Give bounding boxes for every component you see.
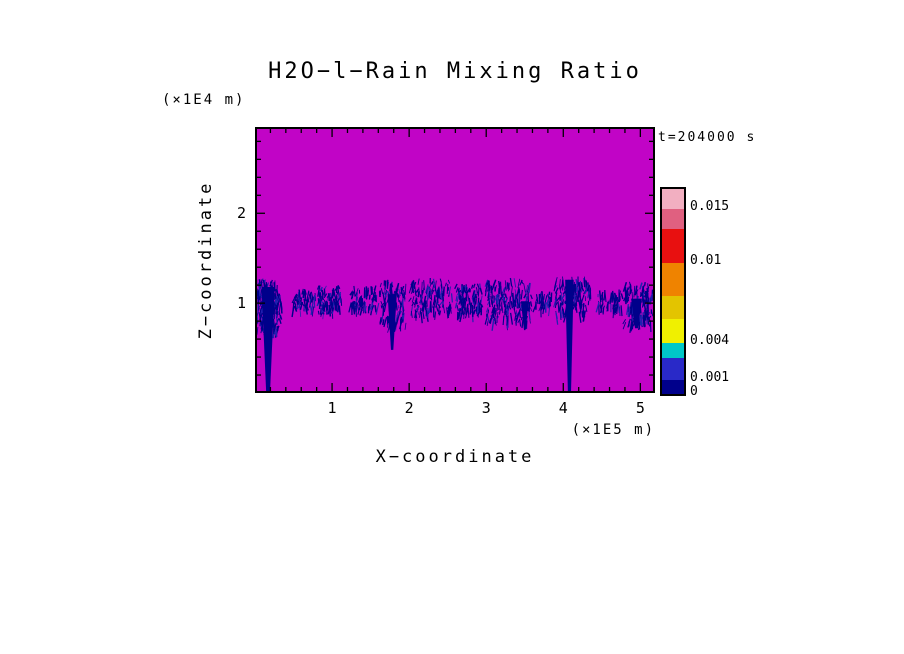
x-tick-label: 1 [327,399,337,417]
colorbar-tick-label: 0.01 [690,253,722,268]
x-axis-label: X−coordinate [375,447,535,467]
x-tick-label: 5 [635,399,645,417]
colorbar-tick-label: 0.004 [690,332,730,348]
colorbar-segment [662,319,684,343]
time-annotation: t=204000 s [658,130,757,145]
y-tick-label: 1 [236,294,246,313]
colorbar-tick-label: 0.015 [690,199,730,215]
colorbar [660,187,686,396]
colorbar-segment [662,357,684,380]
x-tick-label: 2 [404,399,414,417]
colorbar-segment [662,189,684,210]
colorbar-tick-label: 0 [690,384,698,399]
colorbar-segment [662,379,684,394]
colorbar-segment [662,296,684,320]
heatmap-svg [255,127,655,393]
colorbar-segment [662,209,684,229]
x-axis-unit-label: (×1E5 m) [571,422,655,438]
colorbar-segment [662,228,684,264]
colorbar-tick-label: 0.001 [690,369,730,385]
x-tick-label: 4 [558,399,568,417]
y-axis-label: Z−coordinate [196,180,216,340]
plot-area [255,127,655,393]
chart-title: H2O−l−Rain Mixing Ratio [268,59,642,84]
y-tick-label: 2 [236,204,246,223]
colorbar-segment [662,263,684,297]
y-axis-unit-label: (×1E4 m) [162,92,246,108]
colorbar-segment [662,342,684,358]
x-tick-label: 3 [481,399,491,417]
